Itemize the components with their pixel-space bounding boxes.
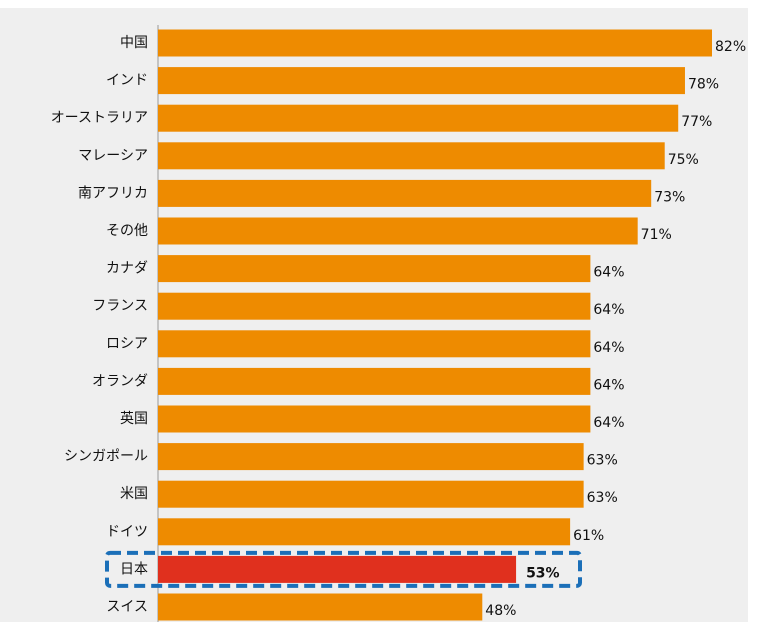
bar [158, 67, 685, 95]
value-label: 73% [654, 189, 685, 205]
value-label: 64% [593, 415, 624, 431]
y-tick-label: インド [106, 73, 148, 89]
value-label: 63% [587, 453, 618, 469]
bar [158, 217, 638, 245]
bar [158, 142, 665, 170]
value-label: 77% [681, 114, 712, 130]
value-label: 64% [593, 377, 624, 393]
value-label: 64% [593, 265, 624, 281]
y-tick-label: ロシア [106, 336, 148, 352]
y-tick-label: オランダ [92, 373, 148, 389]
y-tick-label: その他 [106, 223, 148, 239]
bar [158, 330, 591, 358]
bar [158, 480, 584, 508]
value-label: 82% [715, 39, 746, 55]
y-tick-label: ドイツ [106, 524, 148, 540]
bar [158, 443, 584, 471]
value-label: 75% [668, 152, 699, 168]
value-label: 64% [593, 302, 624, 318]
value-label: 61% [573, 528, 604, 544]
y-tick-label: 日本 [120, 561, 148, 577]
bar [158, 405, 591, 433]
y-tick-label: カナダ [106, 261, 148, 277]
y-tick-label: 米国 [120, 486, 148, 502]
y-tick-label: 南アフリカ [78, 185, 148, 201]
y-tick-label: 英国 [120, 410, 148, 427]
y-tick-label: スイス [106, 599, 148, 615]
bar [158, 179, 652, 207]
y-tick-label: マレーシア [78, 148, 148, 164]
bar [158, 555, 517, 583]
value-label: 48% [485, 603, 516, 619]
value-label: 78% [688, 77, 719, 93]
highlight-box [105, 550, 582, 588]
y-tick-label: オーストラリア [51, 110, 148, 126]
bar [158, 104, 679, 132]
bar [158, 593, 483, 621]
bar [158, 29, 712, 57]
y-tick-label: 中国 [120, 35, 148, 51]
value-label: 63% [587, 490, 618, 506]
bar [158, 367, 591, 395]
bar [158, 292, 591, 320]
y-tick-label: フランス [92, 298, 148, 314]
bar [158, 518, 571, 546]
value-label: 53% [526, 565, 560, 581]
bar [158, 255, 591, 283]
value-label: 64% [593, 340, 624, 356]
value-label: 71% [641, 227, 672, 243]
y-tick-label: シンガポール [64, 449, 148, 465]
